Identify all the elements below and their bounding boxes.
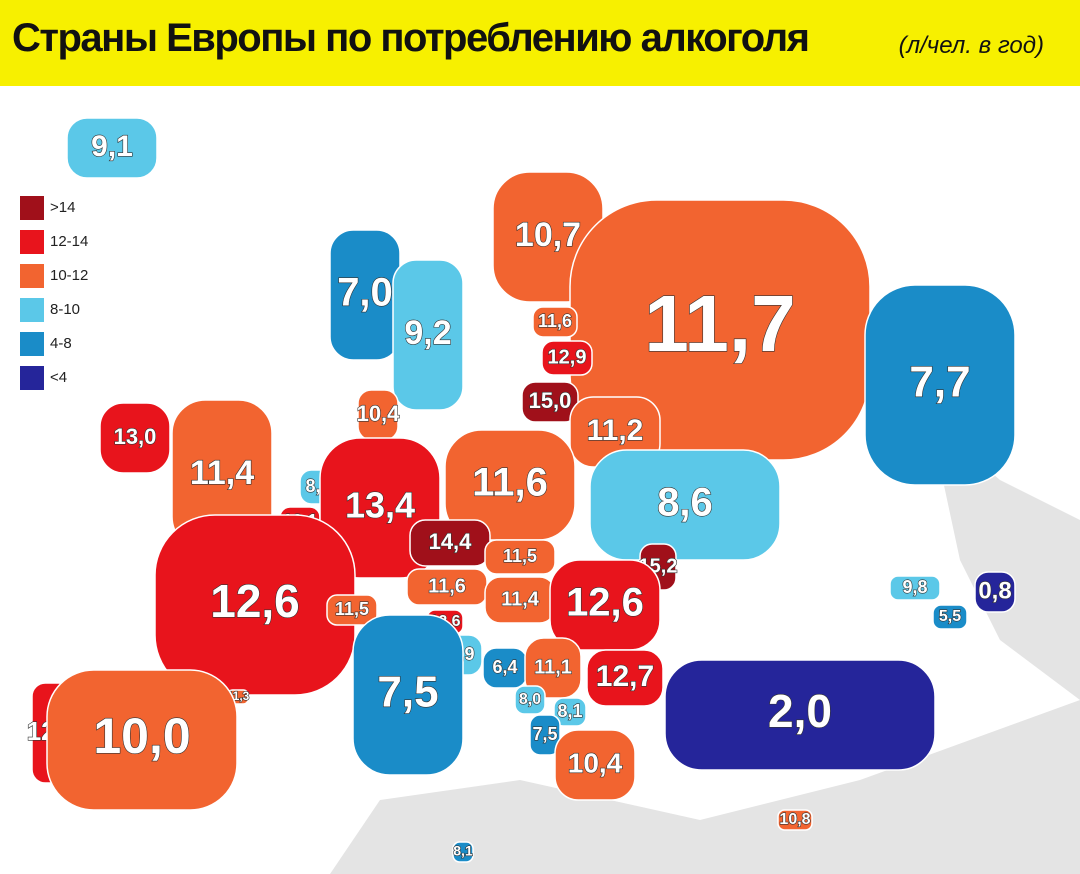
country-value: 12,9: [548, 346, 587, 368]
country-value: 14,4: [429, 529, 473, 554]
country: [99, 402, 171, 474]
land-east: [930, 420, 1080, 700]
country-value: 11,6: [428, 575, 466, 597]
land-south: [330, 700, 1080, 874]
country: [974, 571, 1016, 613]
country: [326, 594, 378, 626]
legend-swatch: [20, 196, 44, 220]
country: [392, 259, 464, 411]
legend-label: 4-8: [50, 335, 72, 352]
country-value: 11,4: [501, 588, 540, 610]
legend-swatch: [20, 366, 44, 390]
country: [554, 729, 636, 801]
country-value: 10,8: [779, 811, 810, 828]
country-value: 11,2: [587, 414, 644, 447]
country-value: 15,0: [529, 388, 572, 413]
subtitle: (л/чел. в год): [898, 32, 1044, 59]
country-value: 10,7: [515, 216, 581, 254]
legend-swatch: [20, 332, 44, 356]
country-value: 5,5: [939, 608, 961, 625]
country-value: 13,4: [345, 485, 415, 526]
country-value: 8,0: [519, 691, 541, 708]
country: [514, 685, 546, 715]
country-value: 10,4: [568, 747, 623, 778]
country-value: 10,4: [357, 401, 401, 426]
country-value: 8,6: [657, 481, 713, 525]
country-value: 12,6: [566, 581, 644, 625]
country: [664, 659, 936, 771]
country: [524, 637, 582, 699]
country-value: 0,8: [978, 577, 1011, 604]
country-value: 8,1: [557, 701, 582, 721]
legend-swatch: [20, 264, 44, 288]
country-value: 9,8: [902, 577, 927, 597]
country-value: 9,2: [404, 314, 451, 352]
country-value: 11,7: [644, 279, 795, 368]
country-value: 11,4: [190, 454, 254, 492]
country: [864, 284, 1016, 486]
country: [586, 649, 664, 707]
country: [352, 614, 464, 776]
country-value: 11,5: [503, 546, 537, 566]
country: [889, 575, 941, 601]
country-value: 7,5: [377, 668, 438, 717]
country-value: 11,6: [538, 311, 572, 331]
country: [777, 809, 813, 831]
country: [589, 449, 781, 561]
title-bar: Страны Европы по потреблению алкоголя (л…: [0, 0, 1080, 86]
country-value: 7,0: [337, 271, 393, 315]
country: [484, 539, 556, 575]
country: [46, 669, 238, 811]
legend-swatch: [20, 298, 44, 322]
country: [452, 841, 474, 863]
country-value: 6,4: [492, 657, 517, 677]
country-value: 12,7: [596, 660, 654, 693]
country-value: 11,5: [335, 599, 369, 619]
legend-label: >14: [50, 199, 75, 216]
legend-label: 10-12: [50, 267, 88, 284]
country: [532, 306, 578, 338]
legend-label: <4: [50, 369, 67, 386]
country-value: 2,0: [768, 685, 832, 737]
legend-swatch: [20, 230, 44, 254]
country: [553, 697, 587, 727]
country-value: 7,5: [532, 724, 557, 744]
country-value: 12,6: [210, 575, 300, 627]
country: [66, 117, 158, 179]
country-value: 7,7: [909, 358, 970, 407]
country-value: 8,1: [453, 843, 473, 859]
legend-label: 12-14: [50, 233, 88, 250]
legend-label: 8-10: [50, 301, 80, 318]
country-value: 13,0: [114, 424, 157, 449]
country-value: 10,0: [93, 708, 190, 764]
country-value: 11,1: [534, 656, 572, 678]
country-value: 11,6: [472, 461, 548, 505]
country: [541, 340, 593, 376]
title: Страны Европы по потреблению алкоголя: [12, 16, 810, 60]
country: [529, 714, 561, 756]
country: [932, 604, 968, 630]
country-value: 9,1: [91, 130, 133, 163]
